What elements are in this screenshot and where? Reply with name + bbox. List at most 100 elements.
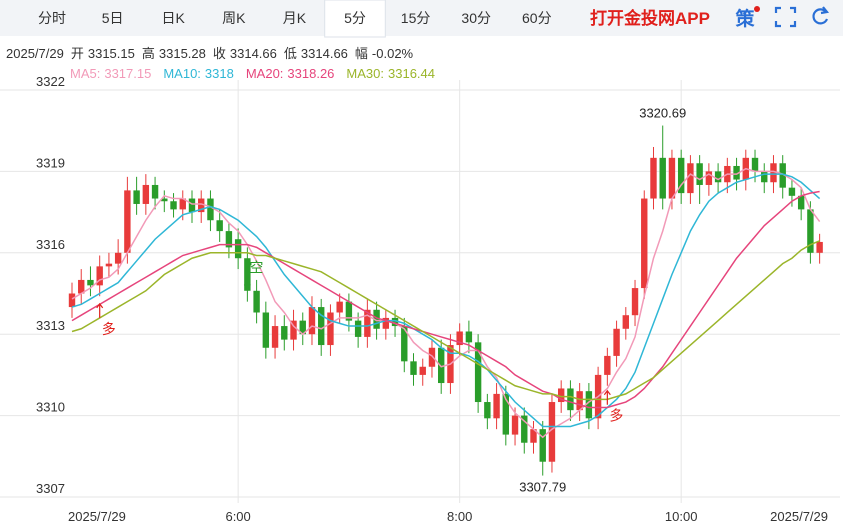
signal-arrow (96, 302, 104, 318)
tab[interactable]: 日K (162, 10, 186, 26)
candle-body (364, 309, 371, 337)
quote-text: 3315.28 (159, 46, 206, 61)
min-label: 3307.79 (519, 480, 566, 495)
candle-body (557, 388, 565, 403)
brand[interactable]: 打开金投网APP (590, 8, 710, 28)
y-tick-label: 3313 (36, 318, 65, 333)
legend-label: MA10: (163, 66, 201, 81)
signal-label: 多 (102, 321, 116, 337)
legend-value: 3317.15 (104, 66, 151, 81)
candle-body (327, 312, 334, 346)
candle-body (641, 198, 648, 289)
candle-body (318, 307, 325, 346)
candle-body (290, 320, 297, 340)
signal-label: 多 (609, 408, 623, 424)
quote-text: 低 (284, 46, 297, 61)
tab-bar (0, 0, 843, 36)
quote-text: 3314.66 (230, 46, 277, 61)
candle-body (308, 307, 316, 335)
tab[interactable]: 月K (283, 10, 307, 26)
y-tick-label: 3307 (36, 481, 65, 496)
legend-value: 3318.26 (287, 66, 334, 81)
candle-body (170, 201, 177, 210)
quote-text: 开 (71, 46, 84, 61)
candle-body (539, 429, 546, 462)
quote-text: 3315.15 (88, 46, 135, 61)
candle-body (770, 163, 777, 183)
quote-text: 收 (213, 46, 226, 61)
candle-body (687, 163, 694, 194)
candle-body (456, 331, 463, 346)
ma-line (71, 167, 821, 439)
candle-body (613, 328, 620, 356)
quote-text: 2025/7/29 (6, 46, 64, 61)
candle-body (659, 157, 666, 199)
candle-body (428, 347, 436, 367)
candle-body (530, 429, 537, 443)
tab[interactable]: 60分 (522, 10, 552, 26)
y-tick-label: 3310 (36, 400, 65, 415)
candle-body (493, 393, 500, 419)
active-tab (324, 0, 386, 38)
x-tick-label: 8:00 (447, 509, 472, 524)
candle-body (188, 198, 196, 213)
quote-text: 高 (142, 46, 155, 61)
candle-body (78, 279, 85, 294)
candle-body (622, 315, 629, 329)
x-tick-label: 10:00 (665, 509, 698, 524)
candle-body (114, 252, 122, 264)
candle-body (567, 388, 574, 411)
quote-text: -0.02% (372, 46, 414, 61)
candle-body (807, 209, 814, 253)
candle-body (548, 402, 556, 462)
strategy-icon[interactable]: 策 (735, 7, 755, 30)
candle-body (207, 198, 214, 221)
candle-body (604, 355, 611, 375)
signal-arrow (243, 274, 251, 290)
tab[interactable]: 30分 (461, 10, 491, 26)
candle-body (714, 171, 722, 183)
tab[interactable]: 周K (222, 10, 246, 26)
candle-body (401, 326, 408, 362)
max-label: 3320.69 (639, 106, 686, 121)
candle-body (797, 195, 805, 210)
candle-body (631, 288, 639, 316)
legend-label: MA30: (346, 66, 384, 81)
candle-body (410, 361, 417, 375)
candle-body (788, 187, 796, 196)
candle-body (234, 239, 242, 259)
candle-body (179, 198, 186, 210)
legend-label: MA5: (70, 66, 100, 81)
fullscreen-icon[interactable] (774, 6, 797, 28)
quote-text: 3314.66 (301, 46, 348, 61)
candle-body (465, 331, 473, 343)
x-tick-label: 2025/7/29 (68, 509, 126, 524)
tab[interactable]: 5日 (102, 10, 124, 26)
badge (754, 6, 760, 12)
tab[interactable]: 分时 (38, 10, 66, 26)
y-tick-label: 3319 (36, 155, 65, 170)
candle-body (779, 163, 786, 188)
candle-body (216, 220, 223, 232)
candle-body (124, 190, 131, 253)
candle-body (677, 157, 685, 194)
signal-arrow (603, 389, 611, 405)
candle-body (336, 301, 343, 313)
candle-body (133, 190, 140, 204)
tab[interactable]: 5分 (344, 10, 366, 26)
candle-body (281, 326, 288, 340)
candle-body (271, 326, 279, 348)
candle-body (68, 293, 76, 308)
candle-body (161, 198, 168, 202)
legend-label: MA20: (246, 66, 284, 81)
candle-body (751, 157, 759, 172)
ma-line (71, 190, 820, 409)
candle-body (253, 290, 260, 313)
candle-body (373, 309, 380, 329)
legend-value: 3316.44 (388, 66, 435, 81)
refresh-icon[interactable] (812, 6, 830, 25)
candle-body (354, 320, 362, 337)
tab[interactable]: 15分 (401, 10, 431, 26)
x-tick-label: 6:00 (225, 509, 250, 524)
